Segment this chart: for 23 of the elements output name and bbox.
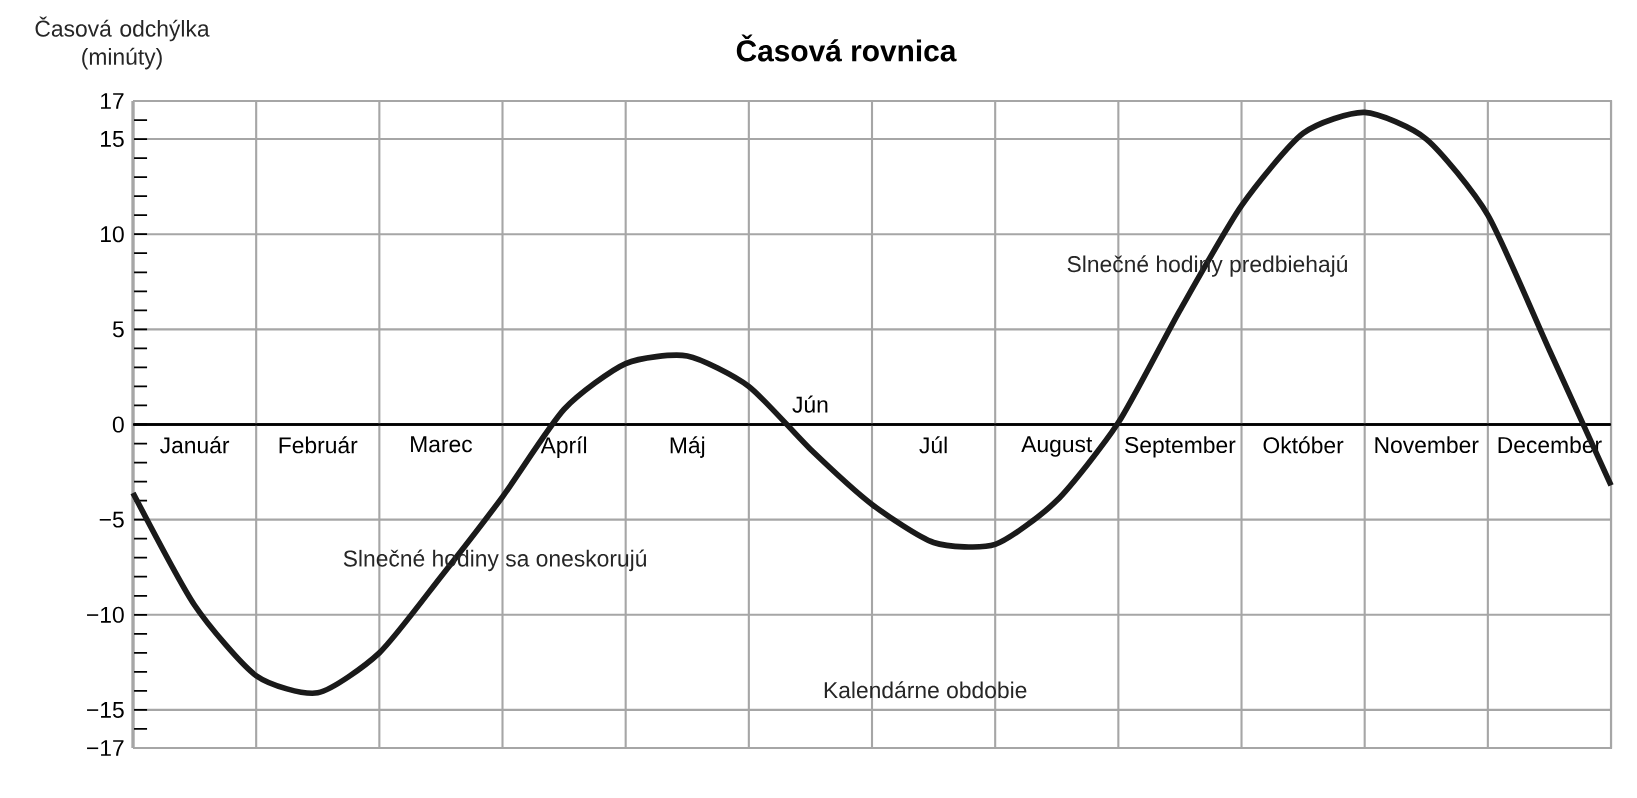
x-tick-label: Január xyxy=(160,436,230,454)
x-tick-label: Júl xyxy=(919,436,947,454)
x-tick-label: November xyxy=(1375,436,1479,454)
y-tick-label: 0 xyxy=(112,416,124,433)
y-tick-label: −5 xyxy=(99,511,124,528)
x-tick-label: Október xyxy=(1263,436,1344,454)
y-tick-label: −10 xyxy=(87,606,124,623)
y-tick-label: 10 xyxy=(101,226,124,243)
y-tick-label: −17 xyxy=(87,740,124,756)
y-tick-label: 17 xyxy=(101,93,124,109)
x-tick-label: Jún xyxy=(792,395,828,413)
x-tick-label: Apríl xyxy=(540,436,587,458)
x-tick-label: Máj xyxy=(670,436,705,458)
y-axis-title: Časová odchýlka (minúty) xyxy=(35,16,210,70)
y-tick-label: 5 xyxy=(112,321,124,338)
chart-title: Časová rovnica xyxy=(736,34,957,62)
y-tick-label: −15 xyxy=(87,701,124,718)
y-tick-label: 15 xyxy=(101,131,124,148)
x-tick-label: September xyxy=(1125,436,1236,458)
x-axis-title: Kalendárne obdobie xyxy=(824,681,1027,699)
x-tick-label: Február xyxy=(279,436,358,454)
x-tick-label: Marec xyxy=(411,436,473,453)
x-tick-label: August xyxy=(1021,436,1093,457)
